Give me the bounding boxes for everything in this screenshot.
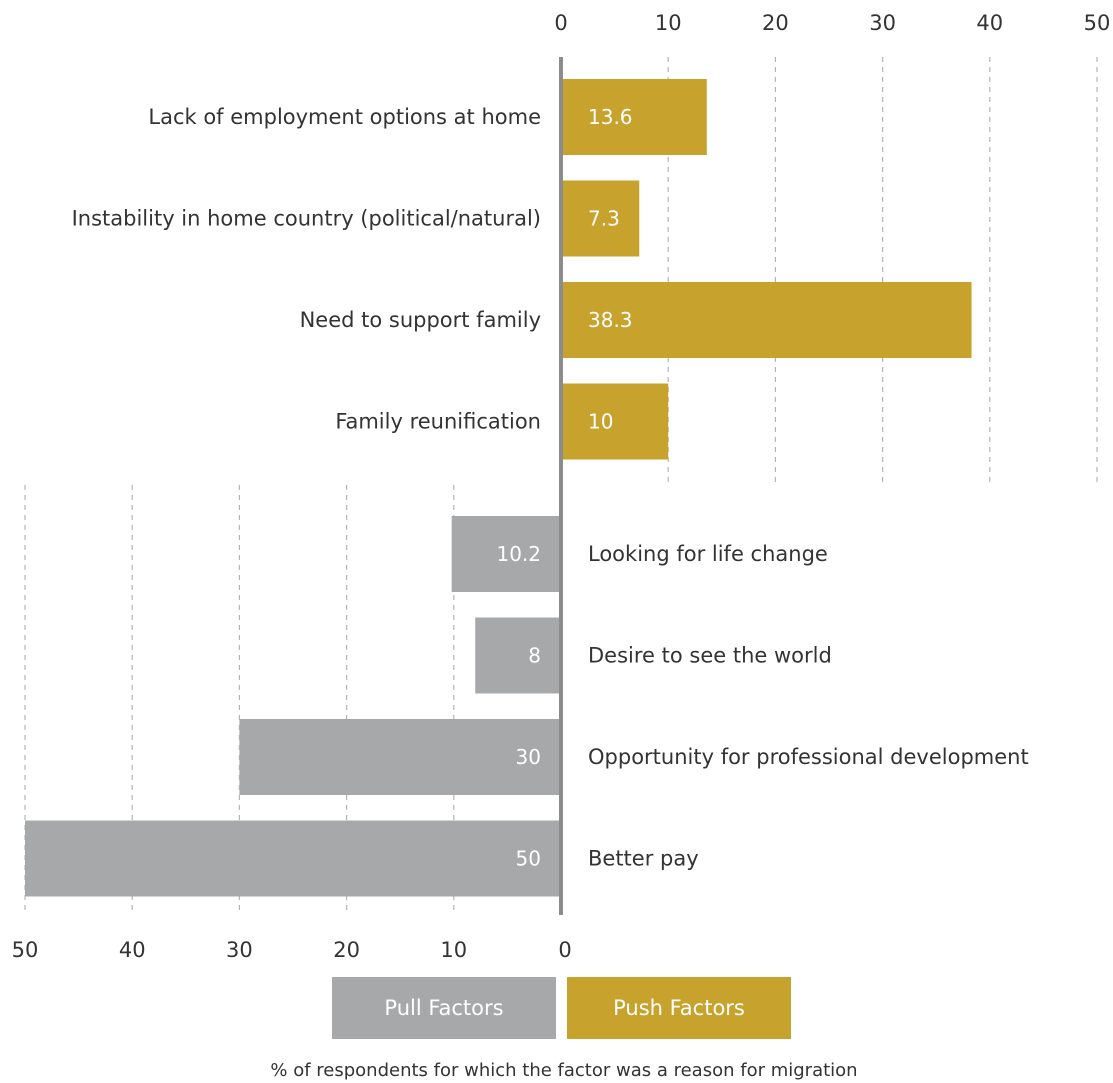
bar-pull (25, 820, 561, 897)
category-label-push: Need to support family (300, 308, 541, 332)
bar-pull (451, 516, 561, 592)
grid-layer (24, 57, 1098, 915)
data-label-pull: 50 (516, 847, 541, 871)
data-label-push: 10 (588, 410, 613, 434)
bar-push (561, 383, 669, 460)
legend-swatch (332, 977, 556, 1039)
bar-push (561, 180, 640, 257)
tick-label-bottom: 0 (558, 938, 571, 962)
category-label-pull: Better pay (588, 847, 699, 871)
category-label-pull: Looking for life change (588, 542, 828, 566)
data-label-pull: 30 (516, 745, 541, 769)
category-label-pull: Opportunity for professional development (588, 745, 1029, 769)
tick-layer: 0 10 20 30 40 50 0 10 20 30 40 50 (12, 11, 1111, 962)
legend: Pull Factors Push Factors (332, 977, 791, 1039)
tick-label-top: 10 (655, 11, 682, 35)
tick-label-top: 50 (1084, 11, 1111, 35)
data-label-push: 38.3 (588, 308, 633, 332)
bar-pull (475, 617, 561, 694)
legend-swatch (567, 977, 791, 1039)
tick-label-top: 0 (554, 11, 567, 35)
bar-layer (25, 79, 972, 897)
category-label-pull: Desire to see the world (588, 644, 832, 668)
tick-label-top: 20 (762, 11, 789, 35)
tick-label-bottom: 10 (440, 938, 467, 962)
bar-pull (239, 719, 561, 795)
bar-push (561, 79, 707, 155)
data-label-pull: 10.2 (496, 542, 541, 566)
tick-label-bottom: 40 (119, 938, 146, 962)
category-label-push: Family reunification (335, 410, 541, 434)
tick-label-bottom: 30 (226, 938, 253, 962)
bar-push (561, 282, 972, 358)
tick-label-bottom: 50 (12, 938, 39, 962)
category-label-push: Lack of employment options at home (148, 105, 541, 129)
label-layer: 13.6 Lack of employment options at home 7.… (72, 105, 1029, 871)
data-label-push: 13.6 (588, 105, 633, 129)
legend-label: Push Factors (613, 996, 745, 1020)
legend-label: Pull Factors (384, 996, 503, 1020)
data-label-push: 7.3 (588, 207, 620, 231)
category-label-push: Instability in home country (political/n… (72, 207, 541, 231)
tick-label-bottom: 20 (333, 938, 360, 962)
tick-label-top: 40 (976, 11, 1003, 35)
data-label-pull: 8 (528, 644, 541, 668)
tick-label-top: 30 (869, 11, 896, 35)
chart-caption: % of respondents for which the factor wa… (270, 1060, 857, 1081)
